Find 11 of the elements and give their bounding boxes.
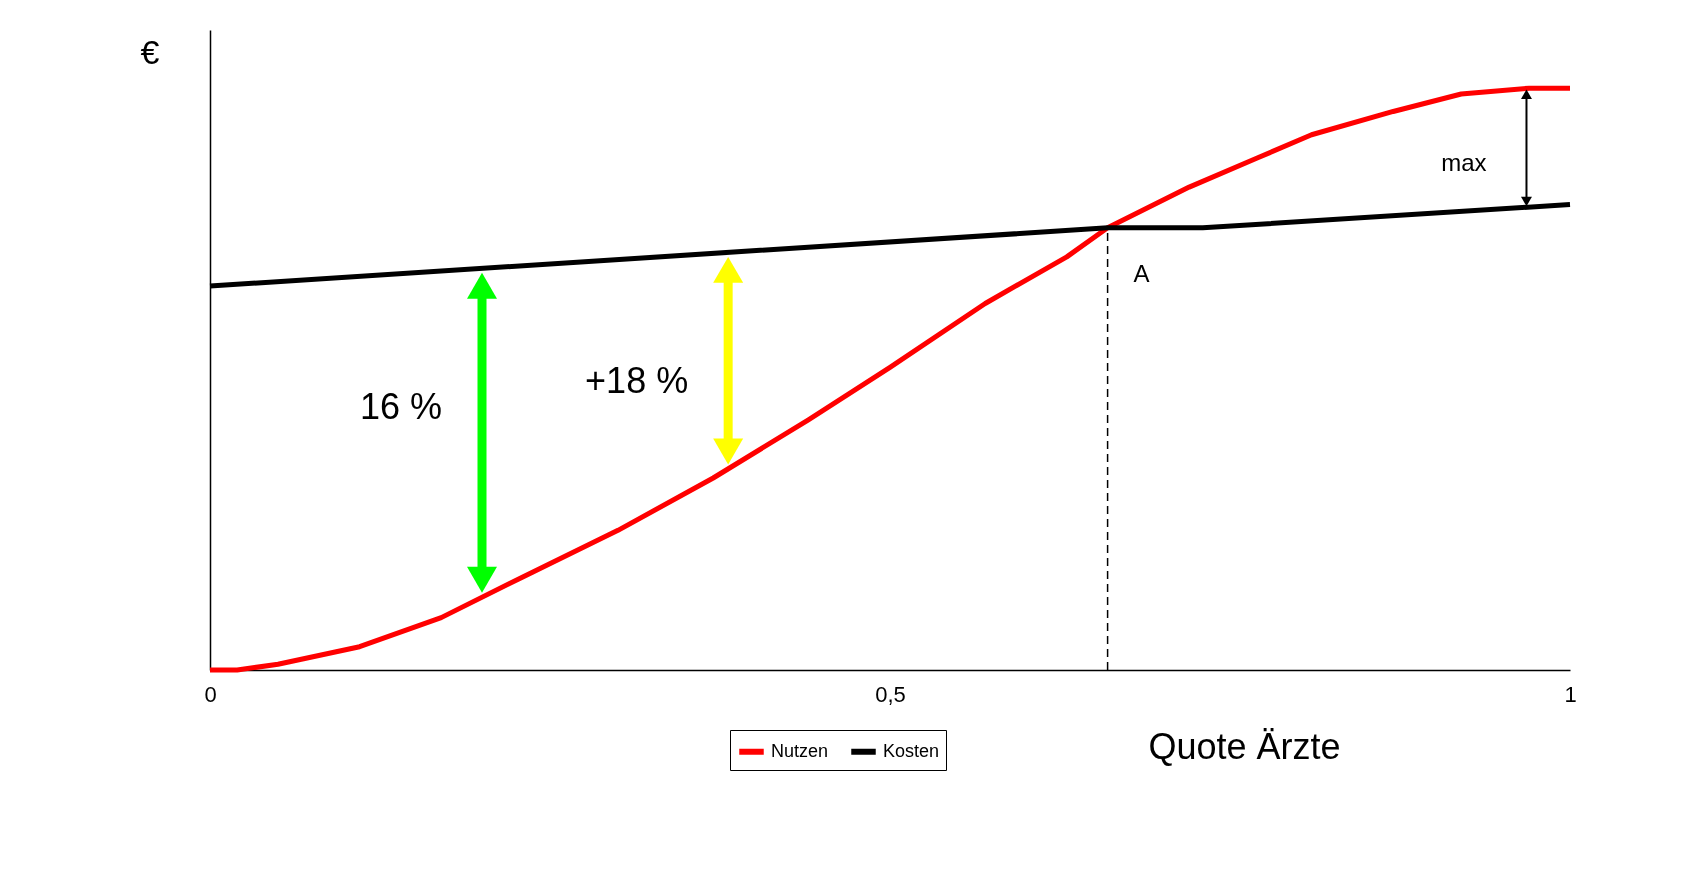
legend-label: Kosten [883, 740, 940, 761]
ref-line-label: A [1133, 259, 1150, 287]
x-axis-title: Quote Ärzte [1148, 725, 1341, 767]
y-axis-title: € [140, 32, 160, 71]
legend-label: Nutzen [771, 740, 829, 761]
annotation: 16 % [359, 385, 442, 427]
annotation: +18 % [585, 360, 689, 401]
x-tick-label: 0 [204, 681, 217, 707]
x-tick-label: 0,5 [875, 681, 906, 707]
x-tick-label: 1 [1564, 681, 1577, 707]
annotation: max [1441, 149, 1487, 177]
